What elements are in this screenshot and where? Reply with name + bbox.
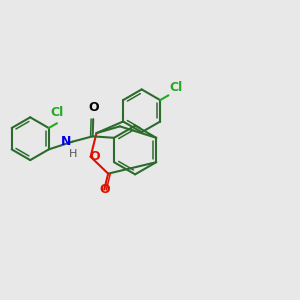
Text: N: N: [61, 135, 71, 148]
Text: O: O: [90, 150, 101, 163]
Text: H: H: [69, 148, 77, 158]
Text: O: O: [99, 183, 110, 196]
Text: Cl: Cl: [169, 81, 183, 94]
Text: O: O: [88, 101, 98, 114]
Text: Cl: Cl: [50, 106, 64, 119]
